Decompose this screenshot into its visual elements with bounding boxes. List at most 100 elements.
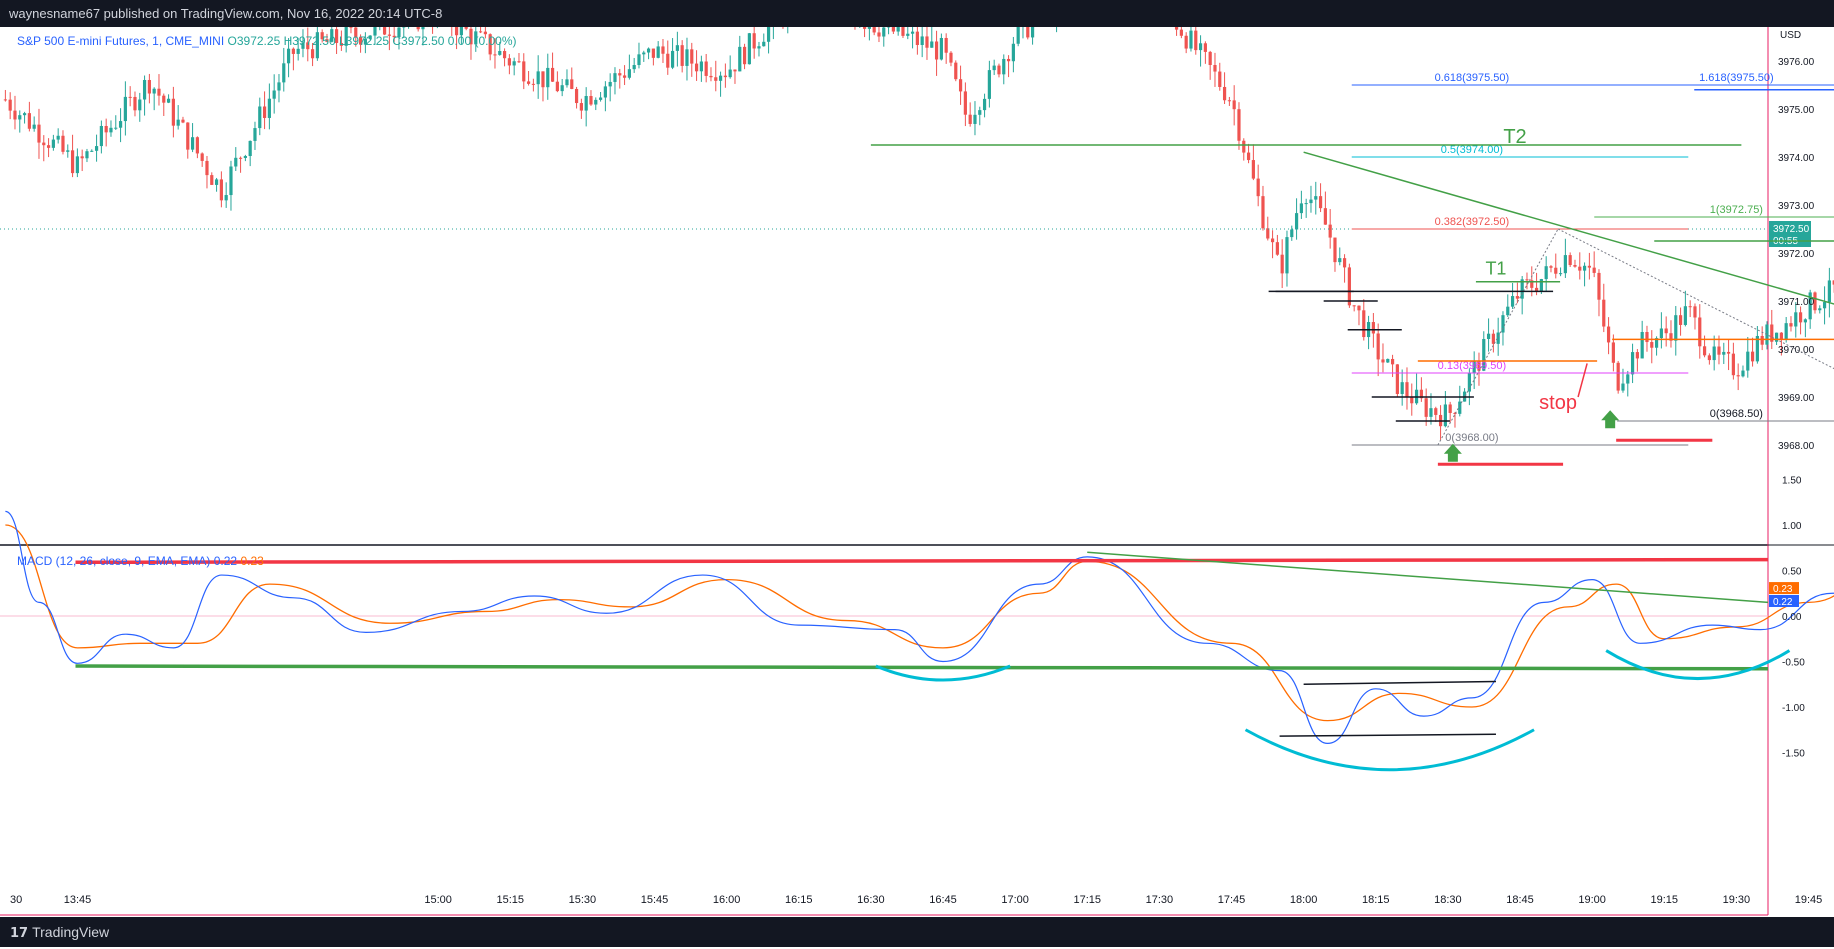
candle-body xyxy=(1377,333,1380,359)
stop-arrow xyxy=(1578,363,1587,397)
candle-body xyxy=(1506,307,1509,315)
candle-body xyxy=(993,66,996,71)
candle-body xyxy=(349,27,352,28)
candle-body xyxy=(277,82,280,90)
candle-body xyxy=(935,41,938,59)
candle-body xyxy=(1665,328,1668,333)
candle-body xyxy=(1501,315,1504,332)
candle-body xyxy=(465,27,468,29)
candle-body xyxy=(1434,408,1437,415)
candle-body xyxy=(239,158,242,159)
symbol-name: S&P 500 E-mini Futures, 1, CME_MINI xyxy=(17,34,224,48)
candle-body xyxy=(273,91,276,99)
candle-body xyxy=(599,98,602,100)
candle-body xyxy=(964,91,967,114)
candle-body xyxy=(1559,273,1562,274)
candle-body xyxy=(129,97,132,98)
candle-body xyxy=(1300,203,1303,213)
price-tick-label: 3973.00 xyxy=(1778,201,1815,212)
candle-body xyxy=(143,80,146,100)
candle-body xyxy=(1405,382,1408,397)
candle-body xyxy=(148,80,151,94)
candle-body xyxy=(1401,382,1404,394)
candle-body xyxy=(1233,100,1236,109)
candle-body xyxy=(719,76,722,81)
signal-line xyxy=(5,525,1834,721)
candle-body xyxy=(1031,27,1034,37)
candle-body xyxy=(1780,333,1783,339)
candle-body xyxy=(1525,279,1528,280)
candle-body xyxy=(609,82,612,86)
time-tick-label: 18:15 xyxy=(1362,894,1390,906)
candle-body xyxy=(253,128,256,141)
candle-body xyxy=(162,96,165,103)
candle-body xyxy=(105,126,108,132)
candle-body xyxy=(1732,354,1735,376)
candle-body xyxy=(1002,59,1005,74)
candle-body xyxy=(1573,265,1576,267)
candle-body xyxy=(1679,315,1682,325)
macd-axis: 1.501.000.500.00-0.50-1.00-1.500.230.22 xyxy=(1769,476,1805,760)
candle-body xyxy=(1281,255,1284,274)
candle-body xyxy=(949,53,952,63)
chart-canvas[interactable]: USD3968.003969.003970.003971.003972.0039… xyxy=(0,27,1834,917)
candle-body xyxy=(508,58,511,65)
candle-body xyxy=(1641,332,1644,358)
candle-body xyxy=(623,75,626,77)
candle-body xyxy=(1271,239,1274,243)
macd-support-line xyxy=(76,666,1769,669)
candle-body xyxy=(1727,352,1730,354)
candle-body xyxy=(229,166,232,195)
candle-body xyxy=(23,113,26,115)
candle-body xyxy=(1578,267,1581,271)
ohlc-change: 0.00 (0.00%) xyxy=(448,34,517,48)
candle-body xyxy=(1199,43,1202,50)
currency-label: USD xyxy=(1780,30,1801,41)
candle-body xyxy=(1650,342,1653,348)
candle-body xyxy=(1333,238,1336,263)
candle-body xyxy=(1775,333,1778,342)
candle-body xyxy=(1549,266,1552,268)
candle-body xyxy=(863,27,866,29)
candle-body xyxy=(1626,374,1629,383)
candle-body xyxy=(1410,397,1413,403)
candle-body xyxy=(1799,312,1802,322)
candle-body xyxy=(1564,255,1567,273)
candle-body xyxy=(973,115,976,124)
candle-body xyxy=(1175,27,1178,30)
macd-resistance-line xyxy=(76,560,1769,563)
macd-tick-label: -1.50 xyxy=(1782,749,1805,760)
candle-body xyxy=(282,63,285,82)
time-tick-label: 18:00 xyxy=(1290,894,1318,906)
price-tick-label: 3970.00 xyxy=(1778,345,1815,356)
candle-body xyxy=(1372,322,1375,333)
candle-body xyxy=(1458,402,1461,414)
candle-body xyxy=(42,143,45,146)
candle-body xyxy=(537,71,540,84)
time-tick-label: 15:45 xyxy=(641,894,669,906)
candle-body xyxy=(551,68,554,82)
candle-body xyxy=(18,115,21,119)
macd-label: MACD (12, 26, close, 9, EMA, EMA) xyxy=(17,554,210,568)
macd-tick-label: -1.00 xyxy=(1782,703,1805,714)
publisher-text: waynesname67 published on TradingView.co… xyxy=(0,6,442,21)
candle-body xyxy=(978,110,981,115)
candle-body xyxy=(1511,296,1514,307)
time-tick-label: 15:00 xyxy=(424,894,452,906)
candle-body xyxy=(1674,315,1677,340)
candle-body xyxy=(292,49,295,54)
candle-body xyxy=(1497,333,1500,344)
ohlc-open: O3972.25 xyxy=(228,34,281,48)
candle-body xyxy=(1242,141,1245,153)
fib-left-label: 0.618(3975.50) xyxy=(1435,72,1510,84)
candle-body xyxy=(1324,208,1327,224)
candle-body xyxy=(1425,398,1428,417)
candle-body xyxy=(1713,347,1716,361)
candle-body xyxy=(556,82,559,91)
candle-body xyxy=(959,79,962,91)
candle-body xyxy=(90,151,93,152)
candle-body xyxy=(210,175,213,185)
candle-body xyxy=(263,106,266,117)
